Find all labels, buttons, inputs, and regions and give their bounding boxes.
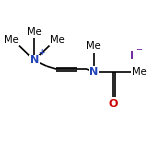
Text: −: − (135, 45, 142, 54)
Text: Me: Me (86, 41, 101, 51)
Text: +: + (39, 48, 45, 57)
Text: Me: Me (3, 35, 18, 45)
Text: I: I (130, 51, 134, 61)
Text: Me: Me (132, 67, 147, 77)
Text: N: N (89, 67, 98, 77)
Text: O: O (109, 99, 118, 109)
Text: Me: Me (27, 27, 42, 37)
Text: Me: Me (50, 35, 65, 45)
Text: N: N (30, 55, 39, 65)
